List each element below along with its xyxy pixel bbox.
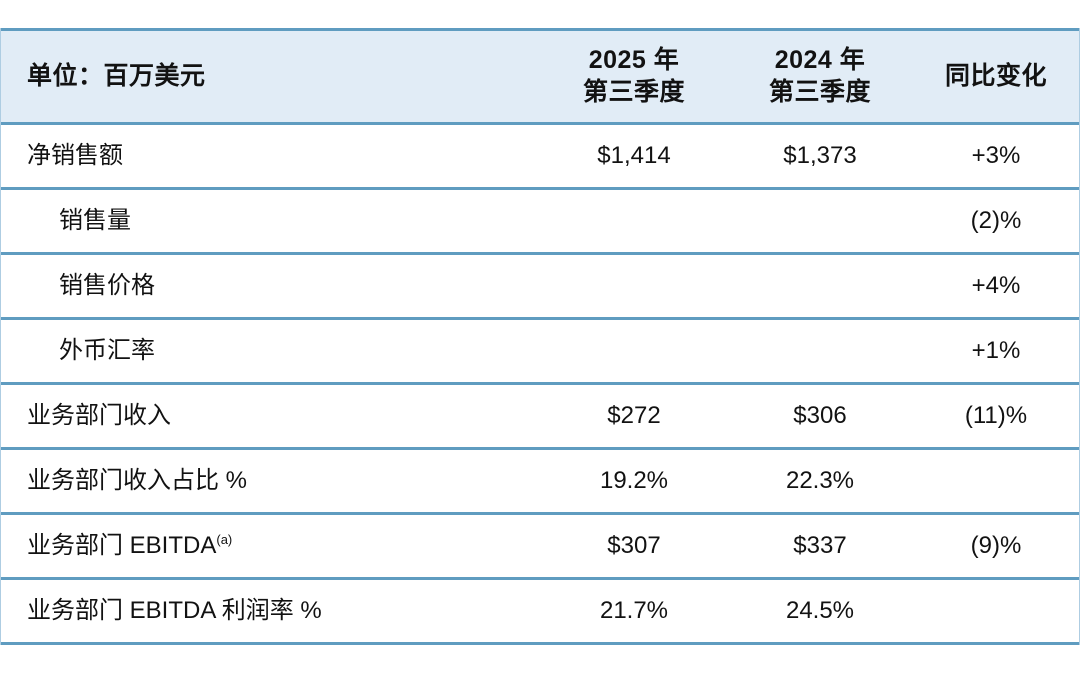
- table-row-segment-income-margin: 业务部门收入占比 % 19.2% 22.3%: [1, 450, 1079, 515]
- table-row-segment-ebitda: 业务部门 EBITDA(a) $307 $337 (9)%: [1, 515, 1079, 580]
- table-header-row: 单位：百万美元 2025 年 第三季度 2024 年 第三季度 同比变化: [1, 28, 1079, 125]
- value-q3-2025: $1,414: [597, 142, 671, 169]
- value-yoy: +3%: [971, 142, 1021, 169]
- value-q3-2024: $306: [793, 402, 847, 429]
- value-q3-2025: 21.7%: [599, 597, 669, 624]
- table-row-segment-ebitda-margin: 业务部门 EBITDA 利润率 % 21.7% 24.5%: [1, 580, 1079, 645]
- value-q3-2024: 24.5%: [785, 597, 855, 624]
- row-label: 业务部门 EBITDA(a): [1, 531, 541, 561]
- row-label: 业务部门 EBITDA 利润率 %: [27, 597, 322, 624]
- row-label: 业务部门收入: [27, 402, 171, 429]
- footnote-marker-a: (a): [216, 532, 233, 547]
- column-header-q3-2024: 2024 年 第三季度: [768, 46, 871, 106]
- row-label: 销售量: [59, 207, 131, 234]
- unit-label: 单位：百万美元: [27, 61, 206, 90]
- value-yoy: (2)%: [970, 207, 1022, 234]
- value-yoy: +4%: [971, 272, 1021, 299]
- value-yoy: +1%: [971, 337, 1021, 364]
- value-q3-2024: 22.3%: [785, 467, 855, 494]
- row-label: 业务部门收入占比 %: [27, 467, 248, 494]
- value-yoy: (11)%: [964, 402, 1028, 429]
- value-yoy: (9)%: [970, 532, 1022, 559]
- value-q3-2024: $1,373: [783, 142, 857, 169]
- row-label-text: 业务部门 EBITDA: [27, 532, 217, 559]
- table-row-foreign-exchange: 外币汇率 +1%: [1, 320, 1079, 385]
- table-row-segment-income: 业务部门收入 $272 $306 (11)%: [1, 385, 1079, 450]
- value-q3-2025: $307: [607, 532, 661, 559]
- row-label: 净销售额: [27, 142, 123, 169]
- table-row-sales-volume: 销售量 (2)%: [1, 190, 1079, 255]
- value-q3-2025: 19.2%: [599, 467, 669, 494]
- row-label: 销售价格: [59, 272, 155, 299]
- table-row-sales-price: 销售价格 +4%: [1, 255, 1079, 320]
- table-row-net-sales: 净销售额 $1,414 $1,373 +3%: [1, 125, 1079, 190]
- value-q3-2025: $272: [607, 402, 661, 429]
- row-label: 外币汇率: [59, 337, 155, 364]
- column-header-yoy-change: 同比变化: [944, 61, 1047, 90]
- financial-summary-table: 单位：百万美元 2025 年 第三季度 2024 年 第三季度 同比变化 净销售…: [0, 28, 1080, 645]
- column-header-q3-2025: 2025 年 第三季度: [582, 46, 685, 106]
- value-q3-2024: $337: [793, 532, 847, 559]
